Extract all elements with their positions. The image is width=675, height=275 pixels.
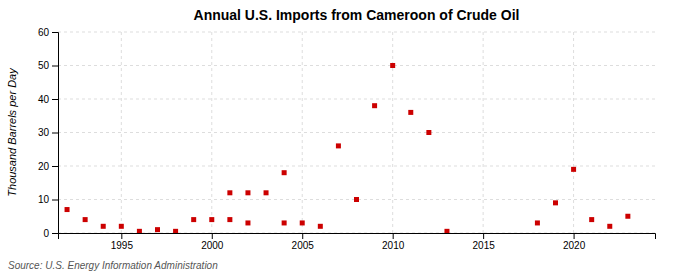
x-axis-tick: 2020 bbox=[563, 233, 586, 251]
y-axis-tick-mark bbox=[52, 32, 58, 33]
point bbox=[83, 217, 88, 222]
source-note: Source: U.S. Energy Information Administ… bbox=[8, 260, 218, 271]
point bbox=[264, 190, 269, 195]
point bbox=[354, 197, 359, 202]
point bbox=[426, 130, 431, 135]
title: Annual U.S. Imports from Cameroon of Cru… bbox=[194, 7, 520, 23]
x-axis-tick: 2010 bbox=[382, 233, 405, 251]
x-axis-tick-mark bbox=[483, 233, 484, 239]
point bbox=[209, 217, 214, 222]
y-axis: 0 10 20 30 40 50 60 bbox=[38, 27, 59, 239]
y-axis-tick: 10 bbox=[38, 194, 58, 205]
points bbox=[65, 63, 631, 233]
y-grid-line bbox=[58, 99, 655, 100]
x-grid-line bbox=[573, 32, 574, 233]
plot: 1995 2000 2005 2010 2015 2020 0 10 20 30 40 50 60 bbox=[38, 27, 656, 251]
x-axis-tick-label: 2015 bbox=[473, 240, 496, 251]
y-axis-tick-mark bbox=[52, 166, 58, 167]
y-axis-tick: 0 bbox=[43, 228, 58, 239]
x-axis-tick-mark bbox=[212, 233, 213, 239]
y-axis-tick: 20 bbox=[38, 161, 58, 172]
point bbox=[245, 190, 250, 195]
y-axis-tick-label: 20 bbox=[38, 161, 50, 172]
y-grid-line bbox=[58, 65, 655, 66]
y-axis-tick: 30 bbox=[38, 127, 58, 138]
y-grid-line bbox=[58, 32, 655, 33]
y-axis-tick-label: 30 bbox=[38, 127, 50, 138]
x-grid-line bbox=[211, 32, 212, 233]
y-axis-tick-label: 50 bbox=[38, 60, 50, 71]
y-axis-tick-label: 60 bbox=[38, 27, 50, 38]
point bbox=[390, 63, 395, 68]
x-axis: 1995 2000 2005 2010 2015 2020 bbox=[59, 233, 656, 251]
x-axis-tick-label: 2020 bbox=[563, 240, 586, 251]
y-axis-tick-mark bbox=[52, 99, 58, 100]
point bbox=[372, 103, 377, 108]
y-axis-line bbox=[52, 33, 59, 234]
y-axis-tick-label: 0 bbox=[43, 228, 49, 239]
point bbox=[607, 224, 612, 229]
y-axis-tick-mark bbox=[52, 200, 58, 201]
x-axis-tick-label: 2005 bbox=[292, 240, 315, 251]
point bbox=[535, 220, 540, 225]
point bbox=[101, 224, 106, 229]
point bbox=[408, 110, 413, 115]
x-axis-tick: 2000 bbox=[201, 233, 224, 251]
y-grid-line bbox=[58, 132, 655, 133]
x-grid-line bbox=[483, 32, 484, 233]
point bbox=[245, 220, 250, 225]
point bbox=[155, 227, 160, 232]
point bbox=[336, 143, 341, 148]
point bbox=[173, 229, 178, 233]
point bbox=[191, 217, 196, 222]
point bbox=[119, 224, 124, 229]
y-axis-tick-mark bbox=[52, 133, 58, 134]
point bbox=[282, 170, 287, 175]
y-axis-tick-mark bbox=[52, 233, 58, 234]
x-axis-tick-mark bbox=[121, 233, 122, 239]
point bbox=[625, 214, 630, 219]
point bbox=[318, 224, 323, 229]
y-grid-line bbox=[58, 166, 655, 167]
point bbox=[553, 200, 558, 205]
y-axis-tick: 60 bbox=[38, 27, 58, 38]
x-axis-tick: 2005 bbox=[292, 233, 315, 251]
point bbox=[227, 190, 232, 195]
x-grid-line bbox=[302, 32, 303, 233]
point bbox=[444, 229, 449, 233]
point bbox=[137, 229, 142, 233]
x-axis-tick-label: 2010 bbox=[382, 240, 405, 251]
x-axis-tick-mark bbox=[574, 233, 575, 239]
point bbox=[589, 217, 594, 222]
point bbox=[282, 220, 287, 225]
y-axis-tick-mark bbox=[52, 66, 58, 67]
x-axis-line bbox=[59, 234, 656, 240]
y-axis-title: Thousand Barrels per Day bbox=[6, 67, 18, 197]
point bbox=[300, 220, 305, 225]
x-axis-tick-label: 2000 bbox=[201, 240, 224, 251]
chart: 1995 2000 2005 2010 2015 2020 0 10 20 30 40 50 60 Ann… bbox=[0, 0, 675, 275]
y-axis-tick: 50 bbox=[38, 60, 58, 71]
point bbox=[571, 167, 576, 172]
grid bbox=[58, 32, 655, 233]
y-axis-tick-label: 10 bbox=[38, 194, 50, 205]
x-axis-tick-label: 1995 bbox=[111, 240, 134, 251]
y-axis-tick-label: 40 bbox=[38, 94, 50, 105]
x-axis-tick-mark bbox=[393, 233, 394, 239]
x-axis-tick: 2015 bbox=[473, 233, 496, 251]
x-grid-line bbox=[392, 32, 393, 233]
x-axis-tick: 1995 bbox=[111, 233, 134, 251]
point bbox=[65, 207, 70, 212]
x-axis-tick-mark bbox=[302, 233, 303, 239]
point bbox=[227, 217, 232, 222]
y-axis-tick: 40 bbox=[38, 94, 58, 105]
